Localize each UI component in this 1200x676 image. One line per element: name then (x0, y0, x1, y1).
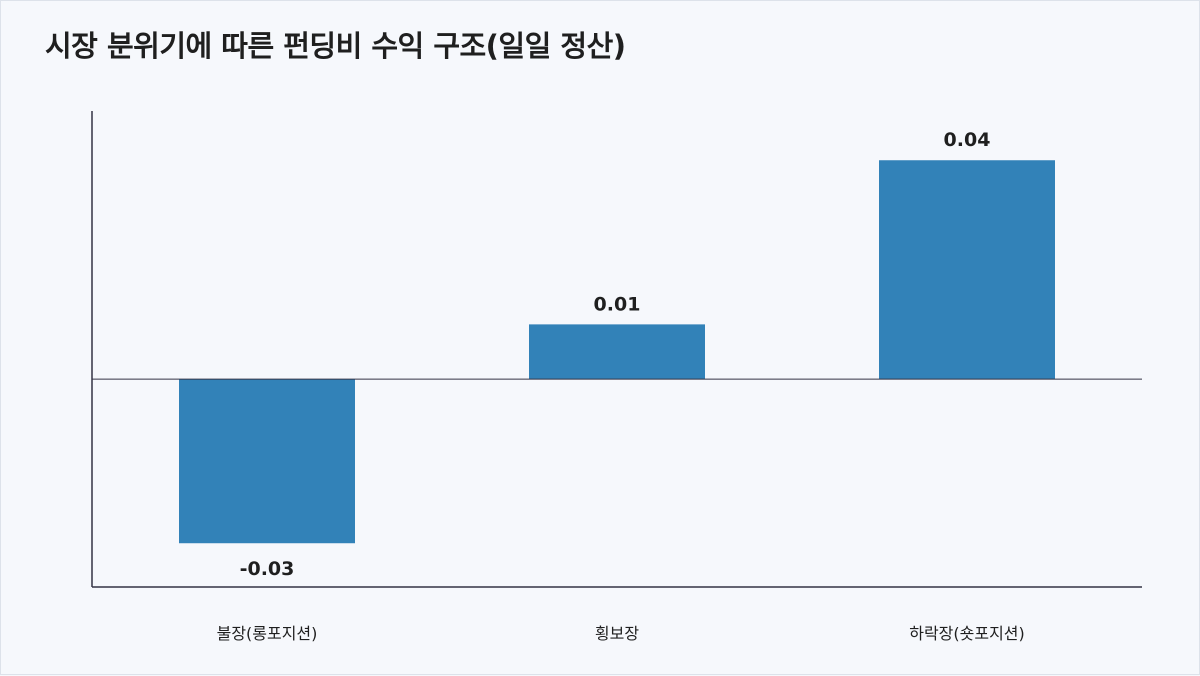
data-label: 0.01 (594, 293, 641, 315)
chart-title: 시장 분위기에 따른 펀딩비 수익 구조(일일 정산) (45, 29, 626, 63)
x-tick-label: 불장(롱포지션) (217, 624, 318, 643)
bar (529, 324, 705, 380)
data-label: -0.03 (240, 558, 295, 580)
x-tick-label: 횡보장 (595, 624, 639, 643)
x-tick-label: 하락장(숏포지션) (909, 624, 1025, 643)
bar (879, 160, 1055, 380)
data-label: 0.04 (944, 129, 991, 151)
bar (179, 379, 355, 544)
